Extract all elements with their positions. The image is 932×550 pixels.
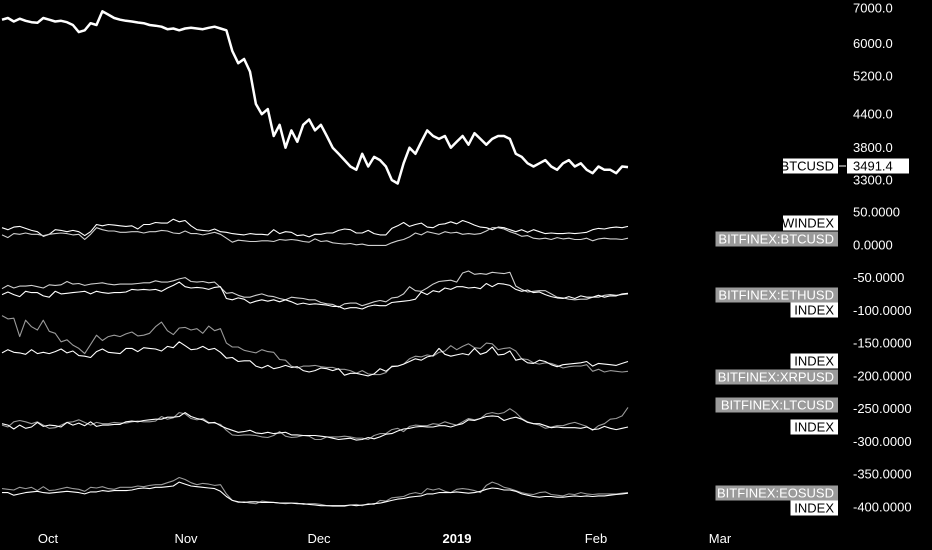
y-tick-label: -400.0000 [853, 500, 912, 515]
x-tick-label: Feb [585, 531, 607, 546]
x-tick-label: 2019 [443, 531, 472, 546]
x-tick-label: Oct [38, 531, 59, 546]
y-tick-label: 6000.0 [853, 36, 893, 51]
series-line-bitfinex-btcusd-1 [1, 227, 629, 246]
y-tick-label: 7000.0 [853, 1, 893, 16]
y-tick-label: -250.0000 [853, 401, 912, 416]
series-label-text: BITFINEX:EOSUSD [717, 486, 834, 501]
y-axis-upper: 7000.0 6000.0 5200.0 4400.0 3800.0 3300.0 [853, 1, 893, 188]
series-label-text: WINDEX [782, 216, 834, 231]
series-label-box [715, 485, 838, 501]
series-label-box [715, 369, 838, 385]
series-label-box [783, 158, 838, 174]
series-label: INDEX [790, 500, 838, 516]
series-label-box [783, 215, 838, 231]
series-line-bitfinex-eosusd-8 [1, 476, 629, 507]
y-tick-label: -200.0000 [853, 368, 912, 383]
series-label-box [790, 500, 838, 516]
y-tick-label: -100.0000 [853, 303, 912, 318]
series-line-index-9 [2, 481, 629, 507]
y-tick-label: 4400.0 [853, 107, 893, 122]
series-label: BITFINEX:LTCUSD [715, 397, 838, 413]
series-label: INDEX [790, 419, 838, 435]
y-tick-label: -350.0000 [853, 467, 912, 482]
x-tick-label: Mar [709, 531, 732, 546]
series-label: INDEX [790, 353, 838, 369]
series-label-text: INDEX [794, 303, 834, 318]
series-line-windex-0 [1, 218, 629, 238]
x-tick-label: Nov [174, 531, 198, 546]
series-label-text: BITFINEX:BTCUSD [718, 232, 834, 247]
series-label: BTCUSD 3491.4 [781, 158, 909, 174]
series-label-text: BITFINEX:ETHUSD [718, 288, 834, 303]
series-label: INDEX [790, 302, 838, 318]
series-label-text: BTCUSD [781, 159, 834, 174]
series-label-text: INDEX [794, 420, 834, 435]
series-label: BITFINEX:EOSUSD [715, 485, 838, 501]
series-label-text: BITFINEX:XRPUSD [718, 370, 834, 385]
y-tick-label: 3300.0 [853, 173, 893, 188]
series-label-box [790, 302, 838, 318]
series-line-index-5 [1, 341, 629, 377]
series-layer [1, 10, 629, 507]
price-value-box [847, 158, 909, 174]
y-tick-label: -300.0000 [853, 434, 912, 449]
series-label-box [715, 231, 838, 247]
x-tick-label: Dec [307, 531, 331, 546]
series-label: BITFINEX:ETHUSD [715, 287, 838, 303]
series-label-box [715, 287, 838, 303]
series-line-bitfinex-ltcusd-6 [1, 407, 629, 441]
series-label-box [715, 397, 838, 413]
y-tick-label: 3800.0 [853, 140, 893, 155]
series-label-box [790, 353, 838, 369]
y-tick-label: -50.0000 [853, 270, 904, 285]
series-line-bitfinex-ethusd-2 [1, 270, 629, 308]
series-line-index-3 [1, 281, 629, 310]
series-line-btcusd [1, 10, 629, 185]
series-label-text: INDEX [794, 501, 834, 516]
price-value-text: 3491.4 [853, 159, 893, 174]
series-label-text: BITFINEX:LTCUSD [721, 398, 834, 413]
y-tick-label: -150.0000 [853, 336, 912, 351]
y-tick-label: 5200.0 [853, 69, 893, 84]
y-tick-label: 50.0000 [853, 205, 900, 220]
series-label: WINDEX [782, 215, 838, 231]
series-line-bitfinex-xrpusd-4 [1, 315, 629, 376]
x-axis: Oct Nov Dec 2019 Feb Mar [38, 531, 732, 546]
series-line-index-7 [1, 412, 629, 441]
y-axis-lower: 50.0000 0.0000 -50.0000 -100.0000 -150.0000 -… [853, 205, 912, 515]
series-label-text: INDEX [794, 354, 834, 369]
series-label: BITFINEX:BTCUSD [715, 231, 838, 247]
y-tick-label: 0.0000 [853, 237, 893, 252]
series-label: BITFINEX:XRPUSD [715, 369, 838, 385]
series-label-box [790, 419, 838, 435]
